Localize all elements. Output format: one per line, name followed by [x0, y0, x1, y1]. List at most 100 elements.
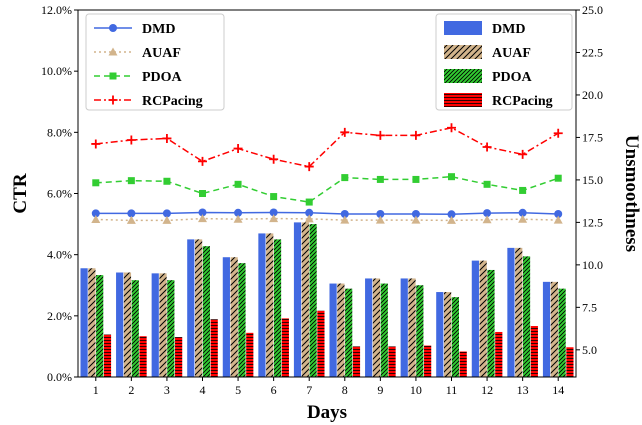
- point-rcpacing-day-8: [340, 127, 350, 137]
- legend-swatch-pdoa: [444, 69, 482, 83]
- point-auaf-day-9: [375, 215, 385, 224]
- bar-pdoa-day-8: [345, 288, 353, 377]
- bar-auaf-day-3: [159, 273, 167, 377]
- point-dmd-day-12: [483, 209, 492, 218]
- line-series-layer: [91, 123, 563, 224]
- bar-rcpacing-day-5: [246, 332, 254, 377]
- legend-bars-box: [435, 13, 573, 111]
- bar-rcpacing-day-13: [530, 326, 538, 377]
- bar-dmd-day-1: [80, 268, 88, 377]
- point-dmd-day-10: [411, 209, 420, 218]
- legend-marker-dmd: [109, 24, 117, 32]
- x-tick-label: 9: [377, 383, 383, 397]
- bar-rcpacing-day-10: [424, 345, 432, 377]
- point-pdoa-day-4: [199, 190, 206, 197]
- bar-auaf-day-9: [372, 278, 381, 377]
- x-tick-label: 8: [342, 383, 348, 397]
- x-tick-label: 13: [517, 383, 529, 397]
- point-dmd-day-4: [198, 208, 207, 217]
- point-rcpacing-day-3: [162, 133, 172, 143]
- right-tick-label: 15.0: [582, 173, 603, 187]
- right-tick-label: 20.0: [582, 88, 603, 102]
- point-dmd-day-1: [91, 209, 100, 218]
- bar-rcpacing-day-2: [139, 336, 147, 377]
- point-rcpacing-day-1: [91, 139, 101, 149]
- bar-dmd-day-2: [116, 272, 124, 377]
- point-pdoa-day-7: [305, 198, 313, 206]
- point-dmd-day-7: [305, 208, 314, 217]
- x-axis-title: Days: [307, 402, 347, 423]
- bar-pdoa-day-1: [96, 275, 104, 377]
- point-pdoa-day-2: [127, 177, 135, 185]
- legend-lines: DMD AUAF PDOA RCPacing: [85, 13, 225, 111]
- point-rcpacing-day-7: [304, 162, 314, 172]
- bar-dmd-day-7: [293, 222, 302, 377]
- point-dmd-day-5: [234, 208, 243, 217]
- bar-dmd-day-4: [187, 239, 195, 377]
- x-tick-label: 3: [164, 383, 170, 397]
- bar-rcpacing-day-4: [210, 319, 218, 377]
- x-tick-label: 7: [306, 383, 312, 397]
- point-auaf-day-12: [482, 215, 492, 224]
- left-tick-label: 8.0%: [47, 125, 72, 139]
- bar-auaf-day-6: [266, 233, 274, 377]
- right-tick-label: 7.5: [582, 300, 597, 314]
- right-tick-label: 25.0: [582, 3, 603, 17]
- bar-series-layer: [80, 222, 574, 377]
- line-rcpacing: [95, 126, 559, 168]
- line-pdoa: [95, 175, 559, 203]
- legend-bar-label-rcpacing: RCPacing: [492, 94, 553, 109]
- bar-dmd-day-8: [329, 283, 337, 377]
- x-axis-ticks: 1 2 3 4 5 6 7 8 9 10 11 12 13 14: [93, 377, 564, 397]
- left-tick-label: 10.0%: [41, 64, 72, 78]
- bar-auaf-day-13: [515, 247, 523, 377]
- bar-rcpacing-day-6: [281, 318, 289, 377]
- bar-pdoa-day-11: [451, 297, 459, 377]
- left-tick-label: 12.0%: [41, 3, 72, 17]
- bar-auaf-day-11: [444, 292, 452, 377]
- right-tick-label: 12.5: [582, 215, 603, 229]
- bar-pdoa-day-10: [416, 285, 424, 377]
- point-auaf-day-2: [126, 215, 136, 224]
- bar-rcpacing-day-8: [352, 346, 361, 377]
- x-tick-label: 12: [481, 383, 493, 397]
- x-tick-label: 14: [552, 383, 564, 397]
- line-dmd: [95, 211, 559, 216]
- point-auaf-day-3: [162, 215, 172, 224]
- bar-pdoa-day-6: [273, 239, 282, 377]
- legend-swatch-dmd: [444, 21, 482, 35]
- left-tick-label: 6.0%: [47, 187, 72, 201]
- point-pdoa-day-14: [554, 174, 562, 182]
- point-pdoa-day-9: [376, 175, 384, 183]
- point-auaf-day-13: [518, 214, 528, 223]
- bar-auaf-day-4: [195, 239, 203, 377]
- point-rcpacing-day-11: [447, 123, 456, 133]
- point-auaf-day-7: [304, 214, 314, 223]
- legend-bars: DMD AUAF PDOA RCPacing: [435, 13, 573, 111]
- x-tick-label: 2: [128, 383, 134, 397]
- legend-bar-label-pdoa: PDOA: [492, 70, 533, 85]
- point-pdoa-day-13: [519, 186, 527, 194]
- left-tick-label: 2.0%: [47, 309, 72, 323]
- point-dmd-day-2: [127, 209, 136, 218]
- bar-auaf-day-5: [230, 257, 238, 377]
- left-tick-label: 4.0%: [47, 248, 72, 262]
- point-rcpacing-day-2: [126, 135, 136, 145]
- bar-auaf-day-2: [123, 272, 132, 377]
- bar-pdoa-day-2: [131, 280, 139, 377]
- bar-dmd-day-13: [507, 247, 515, 377]
- left-tick-label: 0.0%: [47, 370, 72, 384]
- point-auaf-day-11: [447, 215, 456, 224]
- bar-dmd-day-14: [542, 281, 551, 377]
- point-dmd-day-14: [554, 209, 563, 218]
- legend-label-auaf: AUAF: [142, 46, 181, 61]
- legend-marker-rcpacing: [108, 95, 118, 105]
- line-auaf: [95, 217, 559, 222]
- bar-dmd-day-9: [365, 278, 373, 377]
- bar-dmd-day-11: [436, 292, 444, 377]
- legend-swatch-auaf: [444, 45, 482, 59]
- point-auaf-day-4: [198, 214, 207, 223]
- point-auaf-day-14: [553, 215, 563, 224]
- point-dmd-day-8: [340, 209, 349, 218]
- bar-pdoa-day-13: [522, 256, 531, 377]
